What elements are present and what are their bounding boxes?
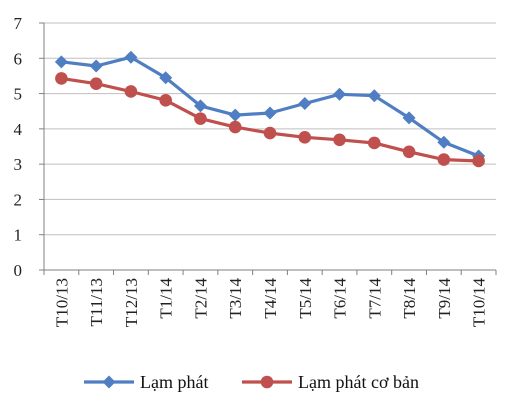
data-point	[89, 77, 103, 90]
data-point	[437, 135, 451, 149]
legend-item: Lạm phát	[84, 372, 208, 392]
x-tick-label: T7/14	[365, 278, 384, 319]
data-point	[402, 111, 416, 125]
legend-item: Lạm phát cơ bản	[242, 372, 419, 392]
y-tick-label: 7	[14, 14, 23, 33]
x-tick-label: T11/13	[87, 278, 106, 326]
data-point	[472, 154, 485, 168]
series-2	[55, 72, 485, 168]
legend: Lạm phát Lạm phát cơ bản	[84, 372, 419, 392]
x-tick-label: T10/14	[470, 278, 489, 328]
y-tick-label: 1	[14, 226, 23, 245]
data-point	[124, 85, 138, 98]
data-point	[89, 59, 103, 73]
data-point	[263, 106, 277, 120]
data-point	[402, 145, 416, 159]
gridlines	[44, 22, 496, 236]
x-tick-label: T6/14	[331, 278, 350, 319]
y-tick-label: 4	[14, 120, 23, 139]
x-tick-label: T1/14	[157, 278, 176, 319]
data-point	[333, 87, 347, 101]
data-point	[124, 50, 138, 64]
data-point	[298, 96, 312, 110]
series-layer	[54, 50, 486, 168]
data-point	[159, 71, 173, 85]
legend-marker	[260, 375, 274, 389]
data-point	[228, 120, 242, 134]
data-point	[367, 89, 381, 103]
data-point	[298, 131, 312, 144]
y-tick-label: 3	[14, 155, 23, 174]
series-1	[54, 50, 486, 163]
legend-label: Lạm phát	[140, 372, 208, 392]
x-tick-label: T10/13	[52, 278, 71, 327]
x-tick-label: T12/13	[122, 278, 141, 327]
x-tick-label: T5/14	[296, 278, 315, 319]
data-point	[228, 108, 242, 122]
x-tick-label: T9/14	[435, 278, 454, 319]
x-tick-label: T8/14	[400, 278, 419, 319]
series-line	[61, 76, 479, 163]
data-point	[54, 55, 68, 69]
data-point	[55, 72, 68, 85]
x-tick-label: T4/14	[261, 278, 280, 319]
data-point	[193, 99, 207, 113]
axes	[43, 23, 496, 271]
y-tick-label: 2	[14, 190, 23, 209]
x-tick-label: T2/14	[191, 278, 210, 319]
y-tick-label: 6	[14, 49, 23, 68]
y-tick-label: 5	[14, 85, 23, 104]
data-point	[159, 93, 172, 107]
y-tick-label: 0	[14, 261, 23, 280]
data-point	[263, 126, 277, 140]
legend-marker	[102, 375, 116, 389]
data-point	[333, 133, 346, 147]
data-point	[194, 112, 207, 125]
data-point	[437, 153, 451, 166]
y-axis-ticks: 0 1 2 3 4 5 6 7	[14, 14, 44, 280]
data-point	[368, 136, 381, 150]
legend-label: Lạm phát cơ bản	[298, 372, 419, 392]
x-tick-label: T3/14	[226, 278, 245, 319]
x-axis-ticks: T10/13 T11/13 T12/13 T1/14 T2/14 T3/14 T4/14 T5…	[43, 270, 497, 328]
